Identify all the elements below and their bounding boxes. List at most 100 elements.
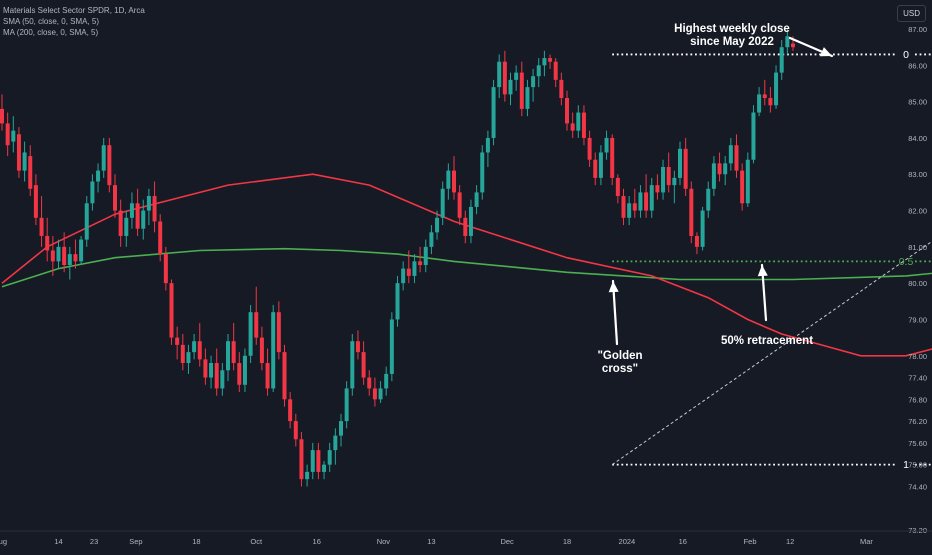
candle-body bbox=[604, 137, 609, 153]
candle-body bbox=[435, 217, 440, 233]
x-tick-label: Nov bbox=[377, 537, 391, 546]
candle-body bbox=[214, 363, 219, 389]
candle-body bbox=[50, 250, 55, 262]
candle-body bbox=[73, 254, 78, 262]
legend-sma50[interactable]: SMA (50, close, 0, SMA, 5) bbox=[3, 17, 100, 26]
candle-body bbox=[327, 450, 332, 465]
candle-body bbox=[474, 192, 479, 207]
candle-body bbox=[39, 217, 44, 236]
annotation-golden-cross: "Golden cross" bbox=[588, 350, 652, 376]
fibonacci-retracement: 00.51 bbox=[612, 49, 932, 471]
candle-body bbox=[378, 388, 383, 400]
arrow-golden-cross-head bbox=[608, 281, 619, 293]
candle-body bbox=[548, 58, 553, 62]
candle-body bbox=[67, 254, 72, 265]
annotation-weekly-close-line1: Highest weekly close bbox=[674, 23, 790, 35]
x-tick-label: Dec bbox=[500, 537, 514, 546]
candle-body bbox=[209, 363, 214, 378]
candle-body bbox=[146, 196, 151, 211]
candle-body bbox=[265, 363, 270, 389]
candle-body bbox=[248, 312, 253, 356]
candle-body bbox=[655, 185, 660, 193]
x-tick-label: 12 bbox=[786, 537, 794, 546]
moving-averages bbox=[1, 173, 932, 357]
x-tick-label: Aug bbox=[0, 537, 7, 546]
x-tick-label: Mar bbox=[860, 537, 873, 546]
candle-body bbox=[192, 341, 197, 353]
candle-body bbox=[717, 163, 722, 175]
candle-body bbox=[186, 352, 191, 364]
candle-body bbox=[689, 188, 694, 236]
candle-body bbox=[84, 203, 89, 240]
candle-body bbox=[259, 337, 264, 364]
x-tick-label: 13 bbox=[427, 537, 435, 546]
candle-body bbox=[45, 235, 50, 251]
candle-body bbox=[615, 177, 620, 197]
candle-body bbox=[468, 206, 473, 236]
candle-body bbox=[282, 352, 287, 400]
candle-body bbox=[508, 79, 513, 95]
candle-body bbox=[565, 98, 569, 124]
candle-body bbox=[678, 148, 682, 178]
candle-body bbox=[553, 61, 558, 80]
candle-body bbox=[299, 439, 304, 480]
candle-body bbox=[559, 79, 564, 99]
candle-body bbox=[158, 221, 163, 255]
candle-body bbox=[519, 72, 524, 109]
candle-body bbox=[5, 123, 10, 146]
candle-body bbox=[56, 246, 61, 262]
candle-body bbox=[457, 192, 462, 218]
candle-body bbox=[152, 196, 157, 222]
candle-body bbox=[310, 450, 315, 472]
y-tick-label: 82.00 bbox=[908, 207, 927, 216]
candle-body bbox=[28, 156, 33, 189]
candle-body bbox=[316, 450, 321, 472]
trend-line-group bbox=[611, 240, 932, 466]
candle-body bbox=[118, 210, 123, 236]
y-tick-label: 77.40 bbox=[908, 374, 927, 383]
annotation-retracement: 50% retracement bbox=[720, 335, 814, 347]
candle-body bbox=[542, 58, 547, 66]
x-tick-label: 18 bbox=[192, 537, 200, 546]
candle-body bbox=[113, 185, 117, 211]
candle-body bbox=[497, 61, 502, 88]
y-tick-label: 83.00 bbox=[908, 170, 927, 179]
candle-body bbox=[751, 112, 756, 160]
candle-body bbox=[694, 235, 699, 247]
candle-body bbox=[90, 181, 95, 204]
candle-body bbox=[305, 471, 310, 480]
y-tick-label: 76.20 bbox=[908, 417, 927, 426]
currency-badge[interactable]: USD bbox=[897, 5, 926, 22]
candle-body bbox=[672, 177, 677, 186]
candle-body bbox=[649, 185, 654, 211]
candle-body bbox=[598, 152, 603, 178]
x-tick-label: 2024 bbox=[619, 537, 636, 546]
candle-body bbox=[785, 36, 790, 48]
candle-body bbox=[276, 312, 281, 353]
candle-body bbox=[22, 152, 27, 171]
candle-body bbox=[491, 87, 496, 138]
y-tick-label: 74.40 bbox=[908, 482, 927, 491]
candle-body bbox=[372, 388, 377, 400]
candle-body bbox=[745, 159, 750, 204]
legend-sma200[interactable]: MA (200, close, 0, SMA, 5) bbox=[3, 28, 99, 37]
y-tick-label: 79.00 bbox=[908, 315, 927, 324]
candle-body bbox=[33, 185, 38, 218]
x-tick-label: 14 bbox=[54, 537, 62, 546]
sma50-line bbox=[1, 173, 932, 357]
candle-body bbox=[638, 192, 643, 211]
sma200-line bbox=[1, 247, 932, 288]
candle-body bbox=[350, 341, 355, 389]
candle-body bbox=[169, 283, 174, 338]
candle-body bbox=[293, 421, 298, 440]
candle-body bbox=[101, 145, 106, 171]
candle-body bbox=[757, 94, 762, 113]
candle-body bbox=[440, 188, 445, 218]
y-tick-label: 75.60 bbox=[908, 439, 927, 448]
candle-body bbox=[429, 232, 434, 247]
candle-body bbox=[514, 72, 519, 80]
candle-body bbox=[587, 137, 592, 160]
arrow-weekly-close-head bbox=[819, 47, 832, 57]
